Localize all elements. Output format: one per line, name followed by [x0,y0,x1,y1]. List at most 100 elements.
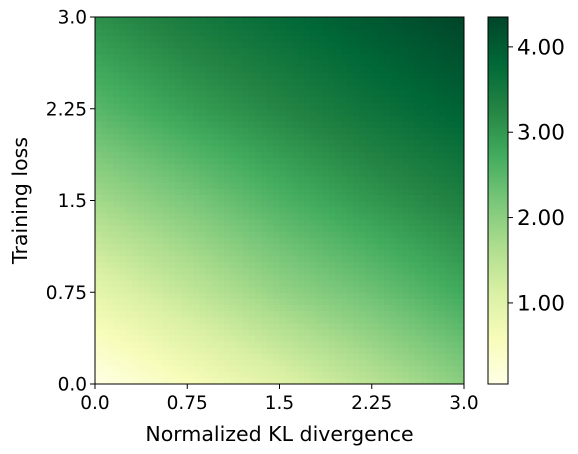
heatmap-cell [162,133,170,140]
heatmap-cell [439,212,447,220]
heatmap-cell [168,280,176,287]
heatmap-cell [396,72,404,79]
heatmap-cell [174,120,182,128]
heatmap-cell [310,304,317,312]
heatmap-cell [150,359,158,367]
heatmap-cell [285,114,293,122]
heatmap-cell [427,176,434,183]
heatmap-cell [341,17,348,24]
heatmap-cell [273,120,281,128]
heatmap-cell [365,151,373,159]
heatmap-cell [156,231,164,238]
heatmap-cell [291,218,299,226]
heatmap-cell [420,96,428,104]
heatmap-cell [420,72,428,79]
heatmap-cell [457,35,464,43]
heatmap-cell [150,194,158,202]
heatmap-cell [187,237,194,244]
heatmap-cell [445,151,453,159]
heatmap-cell [451,298,459,306]
heatmap-cell [439,163,447,171]
heatmap-cell [156,298,164,306]
heatmap-cell [396,328,404,336]
heatmap-cell [181,316,188,324]
heatmap-cell [390,292,397,299]
heatmap-cell [224,353,231,361]
heatmap-cell [273,78,281,85]
heatmap-cell [181,371,188,379]
heatmap-cell [267,316,274,324]
heatmap-cell [107,29,115,36]
heatmap-cell [107,78,115,85]
heatmap-cell [457,280,464,287]
heatmap-cell [445,365,453,373]
heatmap-cell [328,194,336,202]
heatmap-cell [297,341,305,348]
heatmap-cell [420,273,428,281]
heatmap-cell [451,212,459,220]
heatmap-cell [224,212,231,220]
heatmap-cell [420,53,428,61]
heatmap-cell [347,78,354,85]
heatmap-cell [390,359,397,367]
heatmap-cell [254,176,262,183]
heatmap-cell [193,292,201,299]
heatmap-cell [408,280,416,287]
heatmap-cell [334,151,342,159]
heatmap-cell [457,90,464,98]
heatmap-cell [384,114,391,122]
heatmap-cell [341,353,348,361]
heatmap-cell [95,359,102,367]
heatmap-cell [285,243,293,251]
heatmap-cell [211,365,219,373]
heatmap-cell [384,72,391,79]
heatmap-cell [384,53,391,61]
heatmap-cell [402,280,410,287]
heatmap-cell [242,139,250,147]
heatmap-cell [353,255,361,263]
heatmap-cell [420,78,428,85]
heatmap-cell [328,292,336,299]
heatmap-cell [402,267,410,275]
heatmap-cell [341,328,348,336]
heatmap-cell [433,90,440,98]
heatmap-cell [236,371,244,379]
heatmap-cell [365,200,373,208]
heatmap-cell [291,120,299,128]
heatmap-cell [341,35,348,43]
heatmap-cell [396,114,404,122]
heatmap-cell [174,169,182,177]
heatmap-cell [310,157,317,165]
heatmap-cell [168,353,176,361]
heatmap-cell [242,188,250,195]
heatmap-cell [328,139,336,147]
heatmap-cell [162,316,170,324]
heatmap-cell [457,23,464,30]
heatmap-cell [328,224,336,232]
heatmap-cell [261,133,268,140]
heatmap-cell [427,102,434,110]
heatmap-cell [236,182,244,189]
heatmap-cell [119,298,127,306]
heatmap-cell [150,145,158,153]
heatmap-cell [168,267,176,275]
heatmap-cell [174,84,182,91]
heatmap-cell [131,188,139,195]
heatmap-cell [174,151,182,159]
heatmap-cell [439,53,447,61]
heatmap-cell [150,231,158,238]
heatmap-cell [408,182,416,189]
heatmap-cell [273,231,281,238]
heatmap-cell [150,267,158,275]
heatmap-cell [334,72,342,79]
heatmap-cell [236,316,244,324]
heatmap-cell [230,267,238,275]
heatmap-cell [291,292,299,299]
heatmap-cell [224,298,231,306]
heatmap-cell [138,335,145,342]
heatmap-cell [427,347,434,355]
heatmap-cell [445,163,453,171]
heatmap-cell [439,249,447,257]
heatmap-cell [162,96,170,104]
